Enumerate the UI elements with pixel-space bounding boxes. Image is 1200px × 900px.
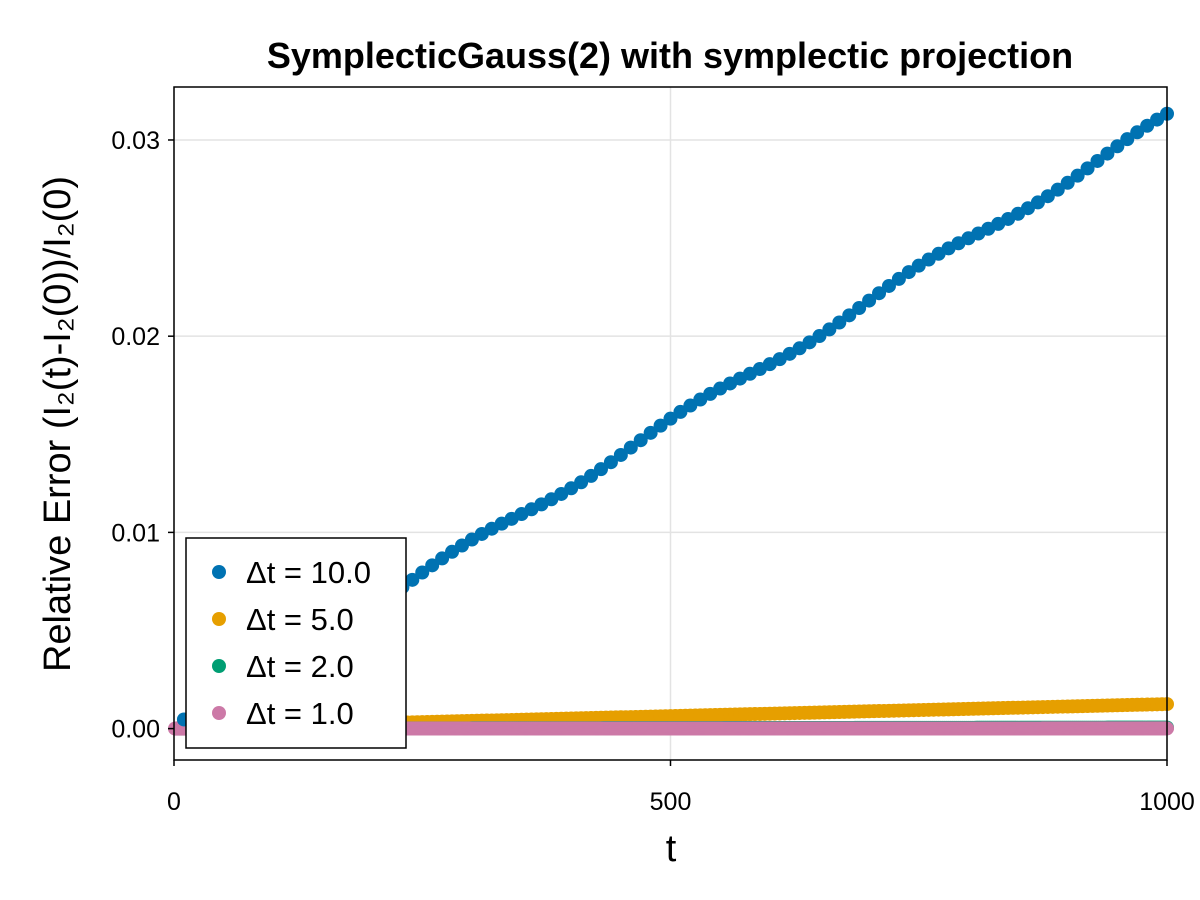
data-point xyxy=(643,425,658,440)
data-point xyxy=(445,544,460,559)
y-tick-label: 0.01 xyxy=(111,519,160,547)
data-point xyxy=(603,455,618,470)
legend: Δt = 10.0 Δt = 5.0 Δt = 2.0 Δt = 1.0 xyxy=(185,537,407,749)
data-point xyxy=(435,551,450,566)
x-tick-label: 1000 xyxy=(1139,788,1195,816)
legend-label: Δt = 2.0 xyxy=(246,649,354,684)
x-axis-label: t xyxy=(666,828,677,870)
y-tick-label: 0.00 xyxy=(111,716,160,744)
data-point xyxy=(653,418,668,433)
data-point xyxy=(1080,161,1095,176)
x-tick-label: 0 xyxy=(167,788,181,816)
data-point xyxy=(673,404,688,419)
data-point xyxy=(832,315,847,330)
data-point xyxy=(891,271,906,286)
legend-marker xyxy=(212,659,226,673)
data-point xyxy=(872,286,887,301)
data-point xyxy=(862,293,877,308)
legend-label: Δt = 10.0 xyxy=(246,555,371,590)
y-tick-label: 0.03 xyxy=(111,127,160,155)
data-point xyxy=(852,300,867,315)
data-point xyxy=(1110,139,1125,154)
data-point xyxy=(901,265,916,280)
data-point xyxy=(425,558,440,573)
data-point xyxy=(1120,132,1135,147)
data-point xyxy=(881,278,896,293)
data-point xyxy=(1090,153,1105,168)
data-point xyxy=(584,468,599,483)
data-point xyxy=(593,462,608,477)
data-point xyxy=(633,433,648,448)
data-point xyxy=(1070,168,1085,183)
data-point xyxy=(822,322,837,337)
data-point xyxy=(812,329,827,344)
data-point xyxy=(842,308,857,323)
data-point xyxy=(802,335,817,350)
data-point xyxy=(1050,182,1065,197)
data-point xyxy=(415,565,430,580)
legend-marker xyxy=(212,565,226,579)
x-tick-label: 500 xyxy=(650,788,692,816)
data-point xyxy=(613,447,628,462)
data-point xyxy=(1130,125,1145,140)
y-tick-label: 0.02 xyxy=(111,323,160,351)
data-point xyxy=(623,440,638,455)
data-point xyxy=(574,475,589,490)
ticks: 0 500 1000 0.00 0.01 0.02 0.03 xyxy=(111,127,1194,816)
legend-label: Δt = 1.0 xyxy=(246,696,354,731)
legend-label: Δt = 5.0 xyxy=(246,602,354,637)
data-point xyxy=(405,572,420,587)
data-point xyxy=(1060,175,1075,190)
chart-title: SymplecticGauss(2) with symplectic proje… xyxy=(267,35,1073,76)
data-point xyxy=(1100,146,1115,161)
legend-marker xyxy=(212,612,226,626)
data-point xyxy=(1040,189,1055,204)
y-axis-label: Relative Error (I₂(t)-I₂(0))/I₂(0) xyxy=(37,176,79,672)
legend-marker xyxy=(212,706,226,720)
data-point xyxy=(663,411,678,426)
